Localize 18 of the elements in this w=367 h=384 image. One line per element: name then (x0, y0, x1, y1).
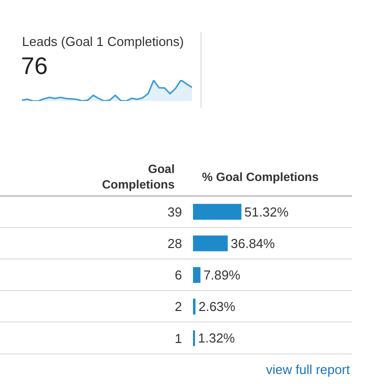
chart-title: Leads (Goal 1 Completions) (22, 34, 184, 49)
bar (193, 236, 228, 252)
data-label: 7.89% (203, 268, 241, 282)
data-label: 2.63% (198, 299, 236, 314)
bar (193, 204, 242, 220)
y-tick-label: 6 (174, 268, 182, 283)
chart-title: % Goal Completions (202, 170, 320, 184)
text: view full report (266, 362, 350, 377)
bar (193, 267, 200, 283)
y-tick-label: 2 (174, 299, 182, 314)
y-tick-label: 1 (174, 330, 182, 346)
data-label: 1.32% (198, 330, 236, 346)
y-tick-label: 28 (168, 236, 182, 251)
data-label: 51.32% (244, 204, 289, 220)
data-label: 36.84% (230, 236, 276, 251)
annotation: 76 (21, 53, 48, 80)
y-axis-title: Goal Completions (102, 162, 175, 192)
y-tick-label: 39 (168, 204, 182, 220)
